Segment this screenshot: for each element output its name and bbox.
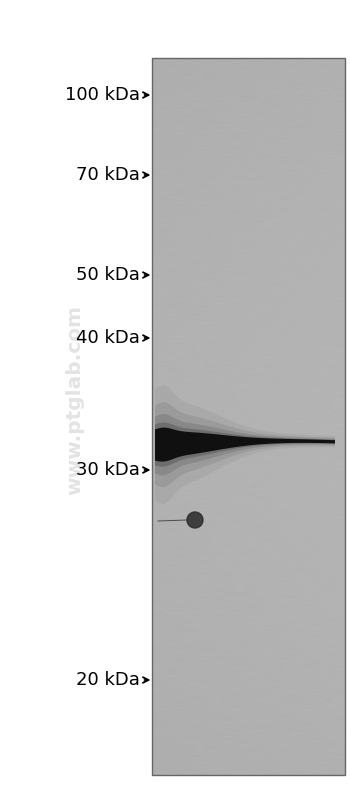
Bar [152, 58, 345, 775]
Text: 40 kDa: 40 kDa [76, 329, 140, 347]
Polygon shape [155, 427, 335, 462]
Text: www.ptglab.com: www.ptglab.com [66, 304, 85, 495]
Text: 70 kDa: 70 kDa [76, 166, 140, 184]
Text: 20 kDa: 20 kDa [76, 671, 140, 689]
Circle shape [187, 512, 203, 528]
Text: 50 kDa: 50 kDa [76, 266, 140, 284]
Text: 30 kDa: 30 kDa [76, 461, 140, 479]
Text: 100 kDa: 100 kDa [65, 86, 140, 104]
Polygon shape [155, 414, 335, 475]
Polygon shape [155, 423, 335, 467]
Polygon shape [155, 385, 335, 504]
Polygon shape [155, 402, 335, 487]
